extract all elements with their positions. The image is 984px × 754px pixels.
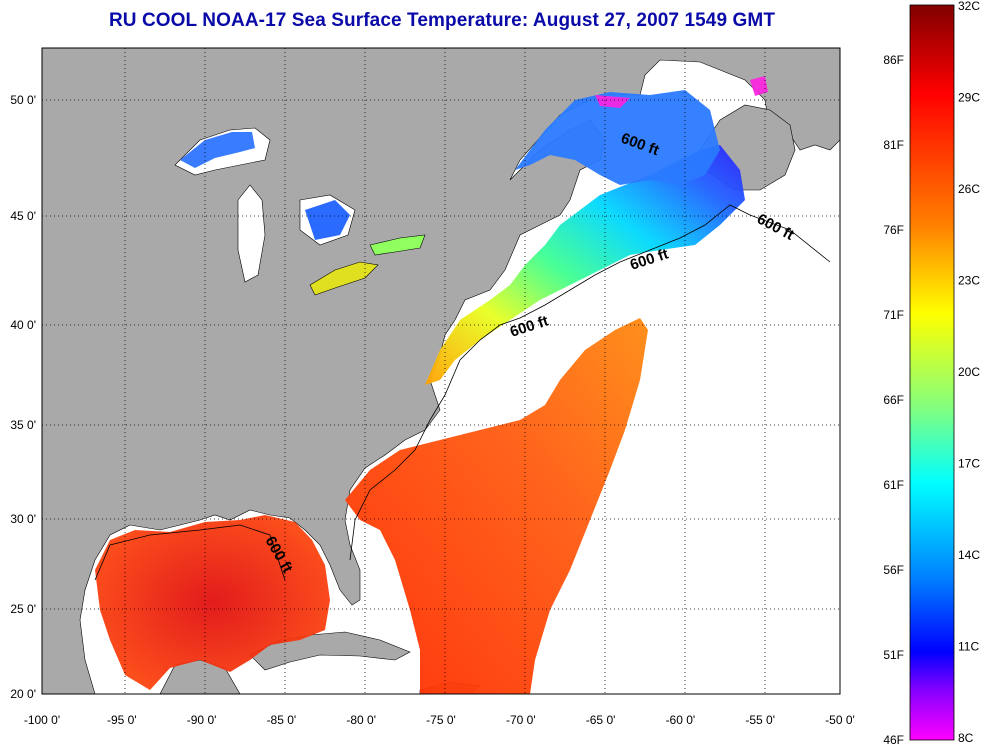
colorbar-fahrenheit-label: 61F (883, 478, 904, 492)
lon-tick-label: -95 0' (107, 713, 137, 727)
colorbar-celsius-label: 11C (958, 640, 979, 654)
lon-tick-label: -85 0' (267, 713, 297, 727)
lat-tick-label: 45 0' (10, 209, 36, 223)
lat-tick-label: 35 0' (10, 418, 36, 432)
lon-tick-label: -75 0' (426, 713, 456, 727)
latitude-ticks: 50 0' 45 0' 40 0' 35 0' 30 0' 25 0' 20 0' (10, 93, 36, 701)
sst-northeast-coast (425, 145, 745, 385)
colorbar-fahrenheit-label: 76F (883, 223, 904, 237)
colorbar (909, 4, 955, 741)
colorbar-celsius-label: 32C (958, 0, 980, 13)
map-title: RU COOL NOAA-17 Sea Surface Temperature:… (108, 10, 776, 31)
longitude-ticks: -100 0' -95 0' -90 0' -85 0' -80 0' -75 0' -70… (24, 713, 855, 727)
colorbar-celsius-label: 8C (958, 731, 974, 745)
colorbar-fahrenheit-labels: 86F 81F 76F 71F 66F 61F 56F 51F 46F (883, 53, 904, 747)
lat-lon-grid (42, 48, 840, 694)
colorbar-celsius-labels: 32C 29C 26C 23C 20C 17C 14C 11C 8C (958, 0, 980, 745)
sst-gulf-of-mexico (95, 515, 330, 690)
sst-atlantic-warm (345, 318, 648, 694)
colorbar-fahrenheit-label: 51F (883, 648, 904, 662)
colorbar-celsius-label: 14C (958, 548, 980, 562)
colorbar-fahrenheit-label: 66F (883, 393, 904, 407)
colorbar-celsius-label: 20C (958, 365, 980, 379)
colorbar-fahrenheit-label: 86F (883, 53, 904, 67)
lat-tick-label: 40 0' (10, 318, 36, 332)
isobath-600ft (94, 204, 831, 581)
lon-tick-label: -80 0' (346, 713, 376, 727)
colorbar-fahrenheit-label: 71F (883, 308, 904, 322)
lat-tick-label: 25 0' (10, 602, 36, 616)
colorbar-celsius-label: 26C (958, 182, 980, 196)
lon-tick-label: -100 0' (24, 713, 60, 727)
colorbar-fahrenheit-label: 56F (883, 563, 904, 577)
lat-tick-label: 50 0' (10, 93, 36, 107)
lat-tick-label: 20 0' (10, 687, 36, 701)
lon-tick-label: -65 0' (586, 713, 616, 727)
colorbar-fahrenheit-label: 46F (883, 733, 904, 747)
colorbar-fahrenheit-label: 81F (883, 138, 904, 152)
colorbar-celsius-label: 29C (958, 91, 980, 105)
sst-st-lawrence (515, 90, 720, 185)
colorbar-celsius-label: 17C (958, 457, 980, 471)
lon-tick-label: -50 0' (825, 713, 855, 727)
lat-tick-label: 30 0' (10, 512, 36, 526)
colorbar-celsius-label: 23C (958, 274, 980, 288)
lon-tick-label: -55 0' (745, 713, 775, 727)
lon-tick-label: -70 0' (506, 713, 536, 727)
lon-tick-label: -90 0' (187, 713, 217, 727)
great-lakes (174, 127, 426, 296)
lon-tick-label: -60 0' (666, 713, 696, 727)
